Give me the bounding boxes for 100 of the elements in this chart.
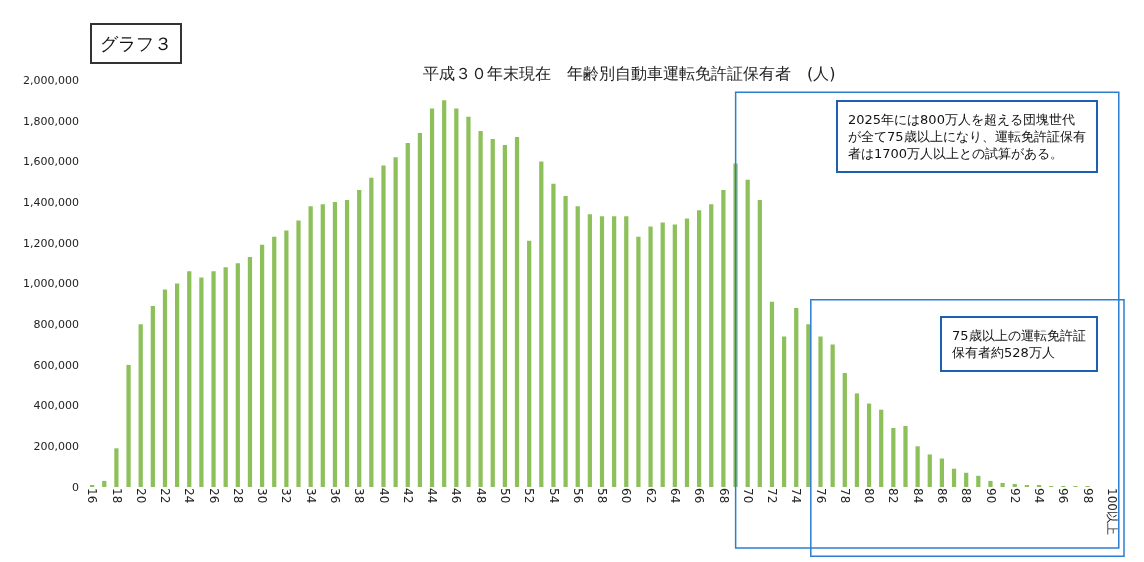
x-tick-label: 90 xyxy=(983,488,998,504)
x-tick-label: 96 xyxy=(1056,488,1071,504)
x-tick-label: 52 xyxy=(522,488,537,504)
bar xyxy=(709,204,714,487)
bar xyxy=(745,179,750,487)
bar xyxy=(247,257,253,487)
bar xyxy=(794,307,799,487)
x-tick-label: 26 xyxy=(206,488,221,504)
y-tick-label: 2,000,000 xyxy=(23,73,79,87)
bar xyxy=(150,305,155,487)
bar xyxy=(672,224,677,487)
bar xyxy=(284,230,289,487)
bar xyxy=(587,214,592,487)
x-tick-label: 20 xyxy=(133,488,148,504)
x-tick-label: 98 xyxy=(1080,488,1095,504)
x-tick-label: 36 xyxy=(328,488,343,504)
x-tick-label: 42 xyxy=(400,488,415,504)
x-tick-label: 64 xyxy=(667,488,682,504)
x-tick-label: 38 xyxy=(352,488,367,504)
bar xyxy=(187,271,192,487)
bar xyxy=(818,336,823,487)
bar xyxy=(684,218,690,487)
bar xyxy=(891,427,896,487)
y-tick-label: 1,400,000 xyxy=(23,195,79,209)
x-tick-label: 30 xyxy=(255,488,270,504)
bar xyxy=(1000,482,1005,487)
bar xyxy=(405,143,410,487)
x-tick-label: 60 xyxy=(619,488,634,504)
text: グラフ３ xyxy=(100,33,172,54)
bar xyxy=(259,244,265,487)
bar xyxy=(442,100,447,487)
bar xyxy=(357,189,362,487)
x-tick-label: 28 xyxy=(230,488,245,504)
bar xyxy=(599,216,605,487)
bar xyxy=(514,136,520,487)
x-tick-label: 54 xyxy=(546,488,561,504)
x-tick-label: 78 xyxy=(837,488,852,504)
x-tick-label: 80 xyxy=(862,488,877,504)
bar xyxy=(478,130,483,487)
bar xyxy=(381,165,386,487)
bar xyxy=(211,271,216,487)
bar xyxy=(1012,483,1017,487)
bar xyxy=(939,458,945,487)
bar xyxy=(575,206,580,487)
x-tick-label: 24 xyxy=(182,488,197,504)
bar xyxy=(199,277,204,487)
bar xyxy=(235,263,240,487)
x-tick-label: 86 xyxy=(935,488,950,504)
bar xyxy=(308,206,313,487)
x-tick-label: 16 xyxy=(85,488,100,504)
bar xyxy=(854,393,860,487)
bar xyxy=(769,301,775,487)
bar xyxy=(393,157,398,487)
x-tick-label: 48 xyxy=(473,488,488,504)
x-tick-label: 66 xyxy=(692,488,707,504)
bar xyxy=(296,220,301,487)
bar xyxy=(563,196,568,487)
y-tick-label: 200,000 xyxy=(33,440,79,454)
bar xyxy=(721,189,726,487)
y-tick-label: 800,000 xyxy=(33,318,79,332)
bar xyxy=(648,226,653,487)
bar xyxy=(126,364,131,487)
bar xyxy=(454,108,459,487)
bar xyxy=(320,204,325,487)
bar xyxy=(369,177,374,487)
y-tick-label: 1,600,000 xyxy=(23,155,79,169)
bar xyxy=(696,210,702,487)
bar xyxy=(660,222,665,487)
x-tick-label: 46 xyxy=(449,488,464,504)
bar xyxy=(138,324,143,487)
bar xyxy=(830,344,835,487)
x-tick-label: 62 xyxy=(643,488,658,504)
bar xyxy=(272,236,277,487)
bar xyxy=(781,336,787,487)
x-tick-label: 82 xyxy=(886,488,901,504)
y-tick-label: 600,000 xyxy=(33,358,79,372)
x-tick-label: 68 xyxy=(716,488,731,504)
bar xyxy=(527,240,532,487)
bar xyxy=(114,448,119,487)
x-tick-label: 40 xyxy=(376,488,391,504)
bar xyxy=(102,480,107,487)
bar xyxy=(539,161,544,487)
x-tick-label: 84 xyxy=(910,488,925,504)
bar xyxy=(964,472,969,487)
bar xyxy=(174,283,180,487)
bar xyxy=(879,409,884,487)
bar xyxy=(612,216,617,487)
bar xyxy=(223,267,228,487)
bar xyxy=(332,202,338,487)
x-tick-label: 50 xyxy=(497,488,512,504)
bar xyxy=(624,216,629,487)
bar xyxy=(502,145,508,487)
x-tick-label: 34 xyxy=(303,488,318,504)
y-tick-label: 1,800,000 xyxy=(23,114,79,128)
y-tick-label: 1,200,000 xyxy=(23,236,79,250)
x-tick-label: 32 xyxy=(279,488,294,504)
x-tick-label: 76 xyxy=(813,488,828,504)
bar xyxy=(976,475,981,487)
y-tick-label: 1,000,000 xyxy=(23,277,79,291)
x-tick-label: 70 xyxy=(740,488,755,504)
